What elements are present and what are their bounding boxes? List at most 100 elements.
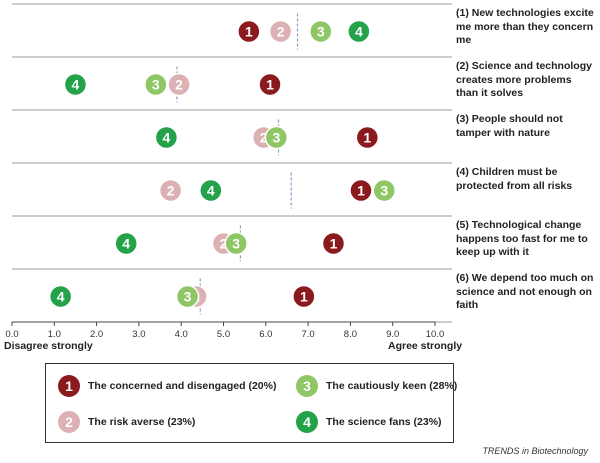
data-point-label: 2 <box>167 183 175 199</box>
x-tick-label: 8.0 <box>344 329 357 340</box>
legend-marker: 1 <box>58 375 80 397</box>
data-point-label: 1 <box>330 236 338 252</box>
data-point-marker <box>355 125 380 150</box>
legend-item-1: 1 The concerned and disengaged (20%) <box>58 374 276 398</box>
data-point-label: 3 <box>380 183 388 199</box>
legend-marker: 3 <box>296 375 318 397</box>
data-point-marker <box>144 72 168 97</box>
legend: 1 The concerned and disengaged (20%) 2 The … <box>45 363 457 443</box>
data-point-label: 3 <box>152 77 160 93</box>
data-point-group-2: 2 <box>158 178 183 203</box>
legend-label: The risk averse (23%) <box>88 416 196 428</box>
data-point-marker <box>237 19 261 44</box>
data-point-group-1: 1 <box>237 19 261 44</box>
data-point-group-3: 3 <box>144 72 168 97</box>
data-point-label: 4 <box>72 77 80 93</box>
data-point-group-2: 2 <box>167 72 191 97</box>
data-point-label: 4 <box>162 130 170 146</box>
x-tick-label: 3.0 <box>132 329 145 340</box>
x-tick-label: 2.0 <box>90 329 103 340</box>
data-point-label: 2 <box>220 236 228 252</box>
data-point-marker <box>224 231 248 256</box>
data-point-marker <box>175 284 200 309</box>
data-point-marker <box>349 178 373 203</box>
data-point-label: 4 <box>122 236 130 252</box>
data-point-group-1: 1 <box>349 178 373 203</box>
data-point-marker <box>154 125 179 150</box>
data-point-marker <box>372 178 396 203</box>
data-point-marker <box>347 19 371 44</box>
statement-label: (3) People should not tamper with nature <box>456 113 563 139</box>
data-point-marker <box>48 284 73 309</box>
x-tick-label: 10.0 <box>426 329 445 340</box>
legend-item-3: 3 The cautiously keen (28%) <box>296 374 457 398</box>
data-point-marker <box>309 19 333 44</box>
legend-item-4: 4 The science fans (23%) <box>296 410 442 434</box>
data-point-marker <box>292 284 316 309</box>
x-tick-label: 4.0 <box>175 329 188 340</box>
x-tick-label: 6.0 <box>259 329 272 340</box>
data-point-marker <box>258 72 282 97</box>
data-point-marker <box>268 19 293 44</box>
legend-label: The cautiously keen (28%) <box>326 380 458 392</box>
data-point-label: 2 <box>277 24 285 40</box>
data-point-group-1: 1 <box>321 231 346 256</box>
data-point-group-3: 3 <box>264 125 289 150</box>
data-point-label: 4 <box>355 24 363 40</box>
statement-label: (4) Children must be protected from all … <box>456 166 573 192</box>
legend-item-2: 2 The risk averse (23%) <box>58 410 195 434</box>
data-point-group-4: 4 <box>114 231 138 256</box>
data-point-group-3: 3 <box>309 19 333 44</box>
statement-label: (2) Science and technology creates more … <box>456 60 592 99</box>
data-point-group-4: 4 <box>199 178 223 203</box>
data-point-label: 1 <box>300 289 308 305</box>
data-point-marker <box>167 72 191 97</box>
data-point-marker <box>264 125 289 150</box>
legend-label: The science fans (23%) <box>326 416 442 428</box>
data-point-label: 1 <box>363 130 371 146</box>
data-point-marker <box>199 178 223 203</box>
data-point-label: 4 <box>207 183 215 199</box>
data-point-group-3: 3 <box>372 178 396 203</box>
data-point-label: 3 <box>272 130 280 146</box>
source-credit: TRENDS in Biotechnology <box>482 446 588 456</box>
data-point-group-3: 3 <box>224 231 248 256</box>
x-left-label: Disagree strongly <box>4 340 93 352</box>
data-point-label: 3 <box>184 289 192 305</box>
data-point-group-4: 4 <box>154 125 179 150</box>
data-point-group-3: 3 <box>175 284 200 309</box>
data-point-label: 2 <box>175 77 183 93</box>
data-point-group-1: 1 <box>258 72 282 97</box>
x-tick-label: 1.0 <box>48 329 61 340</box>
x-tick-label: 7.0 <box>301 329 314 340</box>
legend-marker: 2 <box>58 411 80 433</box>
data-point-group-4: 4 <box>63 72 88 97</box>
data-points: 231423142314231423142314 <box>48 19 396 309</box>
data-point-marker <box>63 72 88 97</box>
data-point-group-1: 1 <box>292 284 316 309</box>
data-point-group-4: 4 <box>347 19 371 44</box>
data-point-label: 2 <box>260 130 268 146</box>
data-point-label: 3 <box>232 236 240 252</box>
statement-label: (5) Technological change happens too fas… <box>456 219 588 258</box>
data-point-label: 3 <box>317 24 325 40</box>
x-axis: 0.0 1.0 2.0 3.0 4.0 5.0 6.0 7.0 8.0 9.0 10.0 <box>5 321 445 340</box>
data-point-label: 1 <box>245 24 253 40</box>
data-point-label: 1 <box>357 183 365 199</box>
statement-label: (1) New technologies excite me more than… <box>456 7 594 46</box>
data-point-group-4: 4 <box>48 284 73 309</box>
legend-label: The concerned and disengaged (20%) <box>88 380 277 392</box>
x-right-label: Agree strongly <box>388 340 463 352</box>
data-point-group-2: 2 <box>268 19 293 44</box>
statement-label: (6) We depend too much on science and no… <box>456 272 594 311</box>
data-point-marker <box>114 231 138 256</box>
data-point-group-1: 1 <box>355 125 380 150</box>
x-tick-label: 9.0 <box>386 329 399 340</box>
legend-marker: 4 <box>296 411 318 433</box>
data-point-marker <box>158 178 183 203</box>
data-point-label: 4 <box>57 289 65 305</box>
x-tick-label: 0.0 <box>5 329 18 340</box>
data-point-marker <box>321 231 346 256</box>
x-tick-label: 5.0 <box>217 329 230 340</box>
